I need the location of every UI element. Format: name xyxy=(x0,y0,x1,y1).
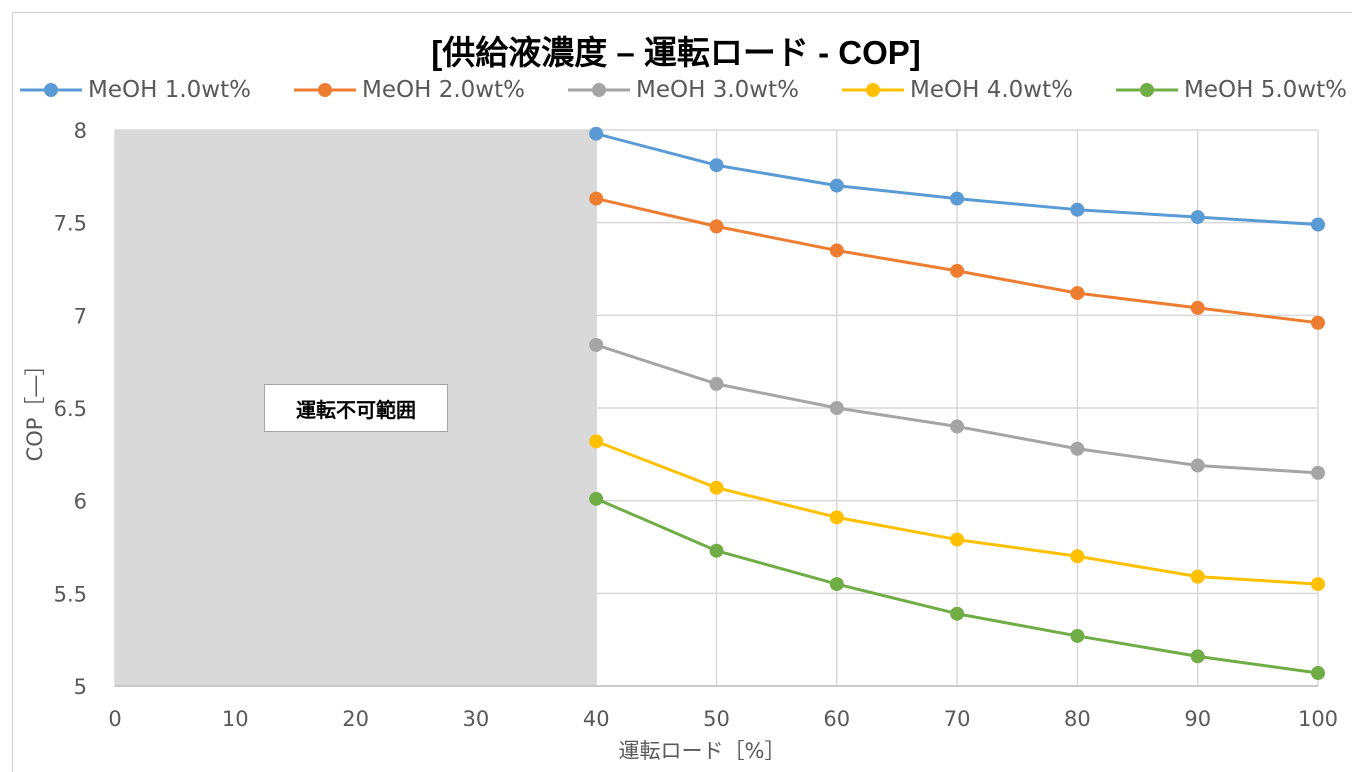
x-tick-label: 50 xyxy=(703,707,730,731)
y-tick-label: 6 xyxy=(74,490,87,514)
data-point xyxy=(1311,465,1325,480)
legend-item-meoh-4: MeOH 4.0wt% xyxy=(840,74,1073,106)
data-point xyxy=(1070,202,1085,217)
data-point xyxy=(1311,217,1325,232)
x-tick-label: 40 xyxy=(583,707,610,731)
x-tick-label: 70 xyxy=(944,707,971,731)
data-point xyxy=(1311,315,1325,330)
data-point xyxy=(1070,441,1085,456)
y-axis-title: COP［―］ xyxy=(23,355,47,462)
x-tick-label: 0 xyxy=(108,707,121,731)
y-tick-label: 7.5 xyxy=(54,212,87,236)
x-tick-label: 80 xyxy=(1064,707,1091,731)
data-point xyxy=(709,219,724,234)
data-point xyxy=(950,606,965,621)
x-axis-title: 運転ロード［%］ xyxy=(619,739,786,762)
legend-item-meoh-1: MeOH 1.0wt% xyxy=(18,74,251,106)
series-4 xyxy=(589,434,1325,592)
x-tick-label: 20 xyxy=(342,707,369,731)
x-tick-label: 100 xyxy=(1298,707,1338,731)
data-point xyxy=(1070,549,1085,564)
legend-label: MeOH 4.0wt% xyxy=(910,77,1073,103)
y-tick-label: 5 xyxy=(74,675,87,699)
y-tick-label: 7 xyxy=(74,304,87,328)
data-point xyxy=(1190,300,1205,315)
x-tick-label: 10 xyxy=(222,707,249,731)
data-point xyxy=(1190,649,1205,664)
chart-frame xyxy=(12,12,1352,772)
y-tick-label: 5.5 xyxy=(54,582,87,606)
legend-label: MeOH 1.0wt% xyxy=(88,77,251,103)
data-point xyxy=(829,510,844,525)
data-point xyxy=(950,532,965,547)
legend-label: MeOH 5.0wt% xyxy=(1184,77,1347,103)
legend-marker-icon xyxy=(294,83,356,97)
data-point xyxy=(1070,628,1085,643)
legend-marker-icon xyxy=(1116,83,1178,97)
data-point xyxy=(950,263,965,278)
legend-label: MeOH 3.0wt% xyxy=(636,77,799,103)
data-point xyxy=(709,158,724,173)
x-tick-label: 30 xyxy=(463,707,490,731)
data-point xyxy=(950,191,965,206)
legend-item-meoh-2: MeOH 2.0wt% xyxy=(292,74,525,106)
data-point xyxy=(589,126,604,141)
series-5 xyxy=(589,491,1325,681)
series-1 xyxy=(589,126,1325,232)
legend-item-meoh-3: MeOH 3.0wt% xyxy=(566,74,799,106)
x-tick-label: 90 xyxy=(1184,707,1211,731)
data-point xyxy=(1070,286,1085,301)
y-tick-label: 8 xyxy=(74,119,87,143)
data-point xyxy=(589,337,604,352)
data-point xyxy=(709,480,724,495)
chart-title: [供給液濃度 – 運転ロード - COP] xyxy=(431,34,921,71)
data-point xyxy=(709,543,724,558)
data-point xyxy=(829,401,844,415)
data-point xyxy=(829,243,844,258)
data-point xyxy=(829,577,844,592)
legend-label: MeOH 2.0wt% xyxy=(362,77,525,103)
series-3 xyxy=(589,337,1325,480)
inoperable-region-label: 運転不可範囲 xyxy=(264,384,448,432)
data-point xyxy=(1190,210,1205,225)
x-tick-label: 60 xyxy=(823,707,850,731)
data-point xyxy=(589,434,604,449)
data-point xyxy=(1311,577,1325,592)
data-point xyxy=(829,178,844,193)
data-point xyxy=(709,376,724,391)
series-2 xyxy=(589,191,1325,330)
legend-marker-icon xyxy=(568,83,630,97)
data-point xyxy=(589,491,604,506)
legend-marker-icon xyxy=(842,83,904,97)
legend-item-meoh-5: MeOH 5.0wt% xyxy=(1114,74,1347,106)
legend: MeOH 1.0wt% MeOH 2.0wt% MeOH 3.0wt% MeOH… xyxy=(18,74,1352,106)
data-point xyxy=(1190,458,1205,473)
data-point xyxy=(1190,569,1205,584)
legend-marker-icon xyxy=(20,83,82,97)
data-point xyxy=(950,419,965,434)
y-tick-label: 6.5 xyxy=(54,397,87,421)
data-point xyxy=(1311,666,1325,681)
data-point xyxy=(589,191,604,206)
